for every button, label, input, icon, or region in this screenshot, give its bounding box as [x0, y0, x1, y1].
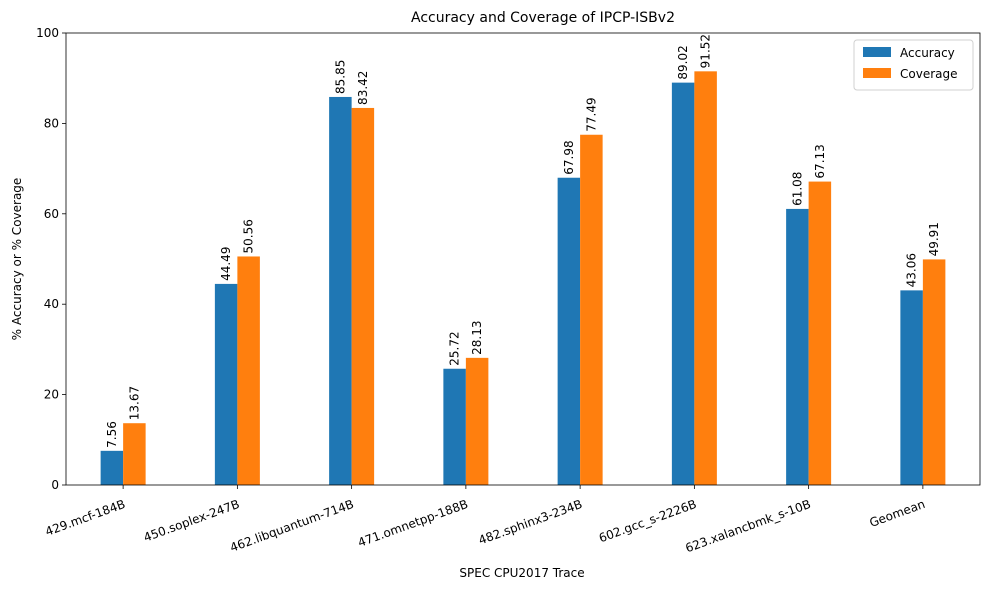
bar-coverage-6: [808, 181, 832, 486]
x-tick-label: 471.omnetpp-188B: [356, 497, 470, 550]
bar-coverage-7: [922, 259, 946, 485]
bar-accuracy-4: [557, 177, 581, 485]
bar-accuracy-7: [900, 290, 923, 485]
data-label-accuracy-4: 67.98: [562, 140, 576, 174]
data-label-accuracy-2: 85.85: [333, 60, 347, 94]
bar-coverage-3: [465, 357, 489, 485]
x-tick-label: 450.soplex-247B: [142, 497, 242, 545]
data-label-coverage-1: 50.56: [242, 219, 256, 253]
data-label-accuracy-1: 44.49: [219, 247, 233, 281]
plot-area: 7.56 44.49 85.85 25.72 67.98 89.02 61.08 43.06 1…: [36, 26, 981, 555]
x-tick-label: 429.mcf-184B: [43, 497, 127, 539]
x-tick-label: 602.gcc_s-2226B: [597, 497, 698, 545]
data-label-coverage-7: 49.91: [927, 222, 941, 256]
x-tick-label: Geomean: [868, 497, 927, 530]
bar-coverage-4: [580, 134, 603, 486]
legend-label-accuracy: Accuracy: [900, 46, 955, 60]
chart-title: Accuracy and Coverage of IPCP-ISBv2: [411, 10, 675, 26]
bar-accuracy-0: [100, 450, 124, 485]
bar-coverage-0: [123, 423, 146, 485]
y-tick-label: 60: [44, 207, 59, 221]
data-label-accuracy-0: 7.56: [105, 421, 119, 448]
legend-swatch-accuracy: [863, 47, 891, 57]
x-tick-label: 462.libquantum-714B: [228, 497, 356, 555]
data-label-coverage-0: 13.67: [127, 386, 141, 420]
data-label-coverage-5: 91.52: [699, 34, 713, 68]
x-axis-label: SPEC CPU2017 Trace: [459, 566, 584, 580]
y-tick-label: 40: [44, 297, 59, 311]
bar-accuracy-1: [214, 283, 238, 485]
bar-accuracy-3: [443, 368, 466, 485]
y-tick-label: 100: [36, 26, 59, 40]
y-tick-label: 20: [44, 388, 59, 402]
data-label-coverage-4: 77.49: [584, 97, 598, 131]
bar-accuracy-2: [329, 96, 352, 485]
y-tick-label: 80: [44, 116, 59, 130]
data-label-coverage-3: 28.13: [470, 320, 484, 354]
data-label-accuracy-6: 61.08: [790, 172, 804, 206]
y-tick-label: 0: [51, 478, 59, 492]
x-tick-label: 623.xalancbmk_s-10B: [683, 497, 812, 555]
bar-coverage-1: [237, 256, 260, 485]
legend: Accuracy Coverage: [853, 39, 974, 91]
y-axis-label: % Accuracy or % Coverage: [10, 178, 24, 341]
data-label-accuracy-5: 89.02: [676, 45, 690, 79]
bar-coverage-5: [694, 71, 717, 486]
legend-label-coverage: Coverage: [900, 67, 958, 81]
legend-swatch-coverage: [863, 68, 891, 78]
data-label-accuracy-3: 25.72: [448, 331, 462, 365]
bar-accuracy-5: [671, 82, 695, 485]
bar-coverage-2: [351, 107, 375, 486]
data-label-accuracy-7: 43.06: [905, 253, 919, 287]
x-tick-label: 482.sphinx3-234B: [477, 497, 585, 548]
bar-accuracy-6: [786, 208, 809, 485]
data-label-coverage-2: 83.42: [356, 71, 370, 105]
plot-frame: [65, 32, 981, 486]
data-label-coverage-6: 67.13: [813, 144, 827, 178]
